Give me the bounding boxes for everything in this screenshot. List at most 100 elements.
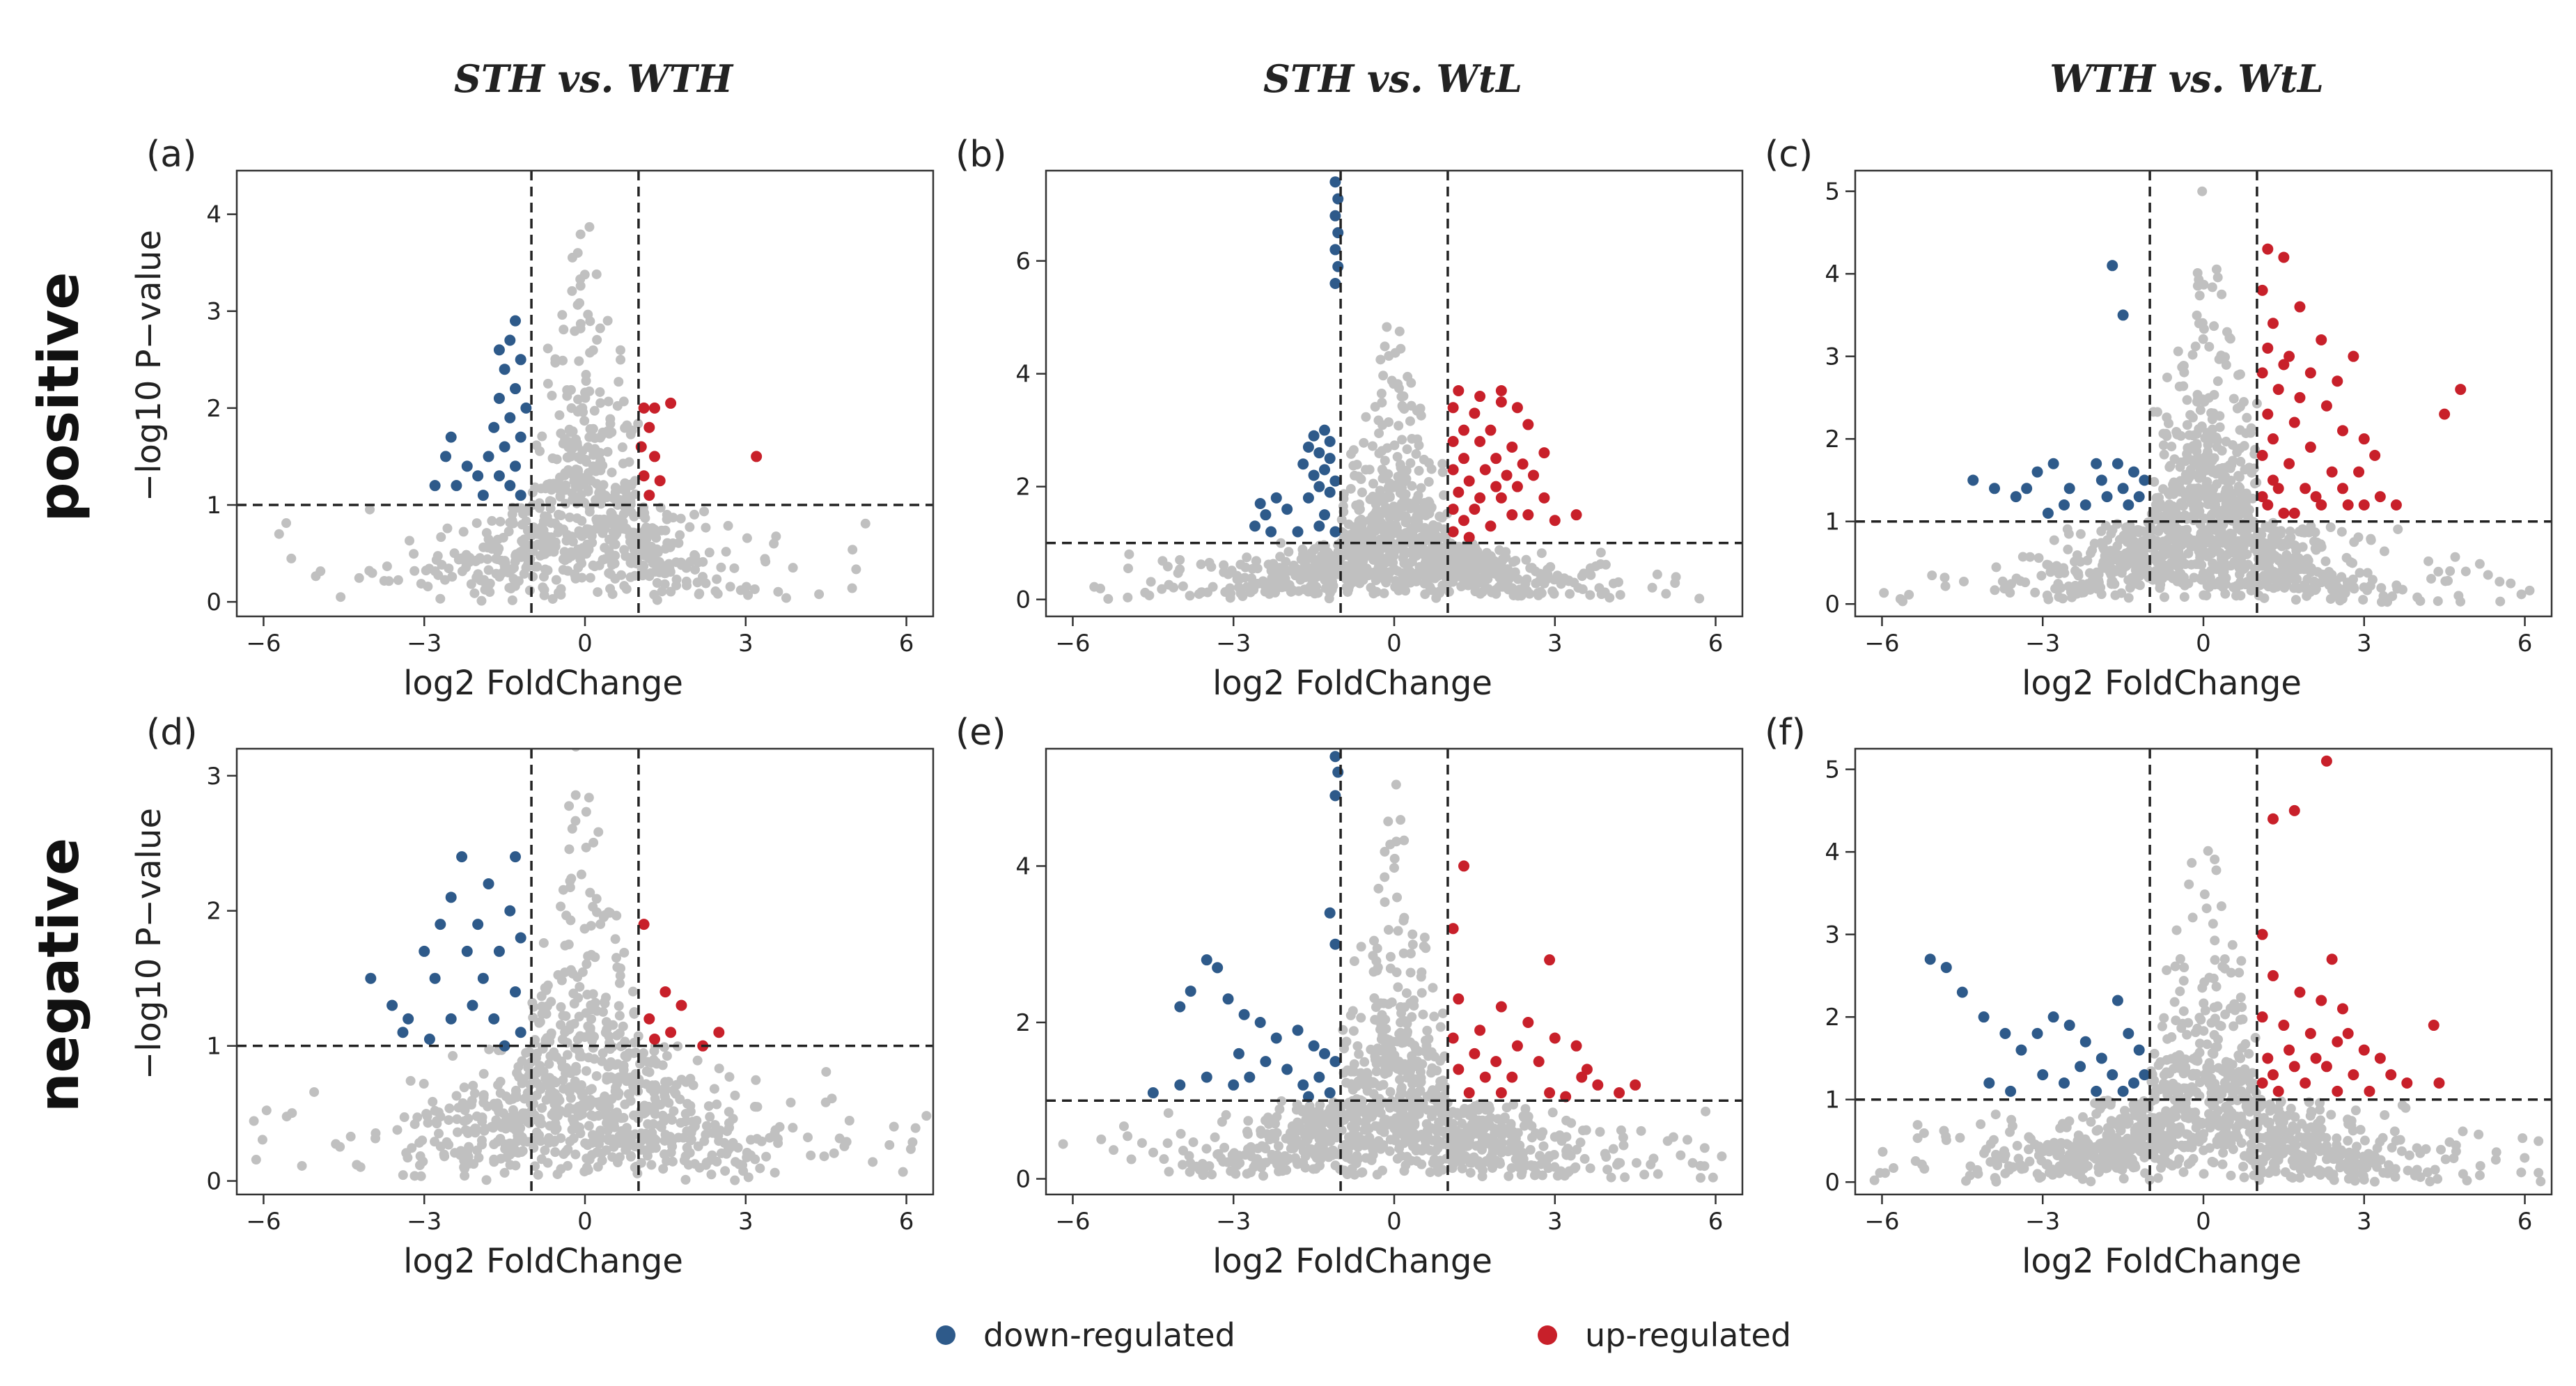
point-down-regulated <box>1292 1025 1304 1036</box>
point-not-significant <box>2310 527 2320 538</box>
point-not-significant <box>543 538 554 548</box>
point-not-significant <box>2433 596 2443 607</box>
point-not-significant <box>556 584 566 594</box>
point-not-significant <box>1387 375 1397 386</box>
point-not-significant <box>1247 1151 1257 1162</box>
point-not-significant <box>1502 578 1513 589</box>
point-not-significant <box>415 1151 426 1162</box>
point-not-significant <box>1425 1167 1435 1178</box>
point-not-significant <box>1361 412 1371 422</box>
point-not-significant <box>607 467 617 478</box>
point-not-significant <box>1529 1170 1540 1181</box>
point-not-significant <box>1536 1131 1547 1142</box>
point-down-regulated <box>1313 1071 1325 1083</box>
point-not-significant <box>2210 524 2220 534</box>
point-not-significant <box>1336 515 1347 525</box>
point-not-significant <box>1405 998 1416 1009</box>
point-not-significant <box>1242 582 1252 592</box>
point-not-significant <box>2212 504 2222 515</box>
point-not-significant <box>2227 940 2238 950</box>
point-not-significant <box>1380 872 1390 882</box>
point-not-significant <box>2207 414 2217 425</box>
point-not-significant <box>2137 563 2147 574</box>
point-not-significant <box>1272 1159 1282 1169</box>
point-not-significant <box>2133 579 2144 590</box>
point-down-regulated <box>493 392 505 404</box>
point-up-regulated <box>1463 1087 1475 1099</box>
point-not-significant <box>1376 1034 1387 1045</box>
point-not-significant <box>2391 580 2402 591</box>
point-not-significant <box>2203 846 2213 856</box>
point-not-significant <box>1369 993 1380 1004</box>
point-not-significant <box>565 876 575 887</box>
point-not-significant <box>2246 585 2256 595</box>
point-up-regulated <box>1506 509 1518 521</box>
point-not-significant <box>1371 1002 1381 1013</box>
point-not-significant <box>537 431 547 442</box>
point-not-significant <box>461 1160 471 1171</box>
point-not-significant <box>1435 1022 1446 1032</box>
point-not-significant <box>2196 421 2207 432</box>
point-not-significant <box>1463 554 1474 565</box>
point-not-significant <box>756 1136 767 1146</box>
point-not-significant <box>2292 574 2302 584</box>
point-not-significant <box>2082 579 2093 589</box>
point-not-significant <box>476 1139 487 1150</box>
point-not-significant <box>629 1006 639 1017</box>
point-not-significant <box>1577 1126 1588 1136</box>
point-not-significant <box>435 593 446 604</box>
point-not-significant <box>712 1099 722 1109</box>
point-not-significant <box>1392 451 1403 462</box>
point-not-significant <box>424 563 435 574</box>
point-not-significant <box>1495 1159 1506 1169</box>
point-up-regulated <box>1533 1056 1545 1068</box>
point-not-significant <box>1958 576 1969 586</box>
point-down-regulated <box>365 972 377 984</box>
point-not-significant <box>2456 596 2466 607</box>
point-not-significant <box>649 524 659 535</box>
point-not-significant <box>2232 447 2242 458</box>
point-not-significant <box>1405 949 1416 959</box>
point-not-significant <box>1648 1153 1659 1164</box>
point-not-significant <box>591 894 602 904</box>
point-not-significant <box>1357 488 1367 498</box>
point-not-significant <box>1564 1166 1575 1176</box>
point-up-regulated <box>2256 449 2268 461</box>
point-not-significant <box>1089 582 1100 592</box>
point-down-regulated <box>461 460 473 472</box>
point-not-significant <box>737 1160 748 1170</box>
point-not-significant <box>633 1031 643 1041</box>
point-not-significant <box>2198 334 2208 344</box>
point-down-regulated <box>1260 1056 1272 1068</box>
point-not-significant <box>249 1116 259 1126</box>
point-not-significant <box>1137 1138 1147 1148</box>
point-up-regulated <box>1517 458 1529 470</box>
point-down-regulated <box>510 383 521 395</box>
point-not-significant <box>1416 483 1426 493</box>
point-not-significant <box>1474 1100 1484 1110</box>
point-not-significant <box>1487 1162 1497 1173</box>
point-down-regulated <box>510 986 521 998</box>
point-not-significant <box>910 1123 921 1133</box>
point-not-significant <box>1477 586 1488 597</box>
point-not-significant <box>2220 589 2231 599</box>
point-not-significant <box>743 1172 754 1183</box>
point-not-significant <box>1400 1015 1410 1026</box>
point-not-significant <box>1426 565 1437 575</box>
point-not-significant <box>1389 539 1400 550</box>
point-not-significant <box>1522 586 1532 596</box>
column-title-1: STH vs. WTH <box>454 56 734 101</box>
point-not-significant <box>2199 590 2209 600</box>
point-not-significant <box>1242 1169 1252 1179</box>
point-not-significant <box>536 1084 546 1094</box>
point-not-significant <box>690 564 701 575</box>
point-not-significant <box>585 887 595 898</box>
point-not-significant <box>1606 1172 1616 1183</box>
point-not-significant <box>1537 1170 1547 1181</box>
point-not-significant <box>598 460 608 471</box>
point-down-regulated <box>499 1040 510 1052</box>
point-down-regulated <box>499 441 510 453</box>
